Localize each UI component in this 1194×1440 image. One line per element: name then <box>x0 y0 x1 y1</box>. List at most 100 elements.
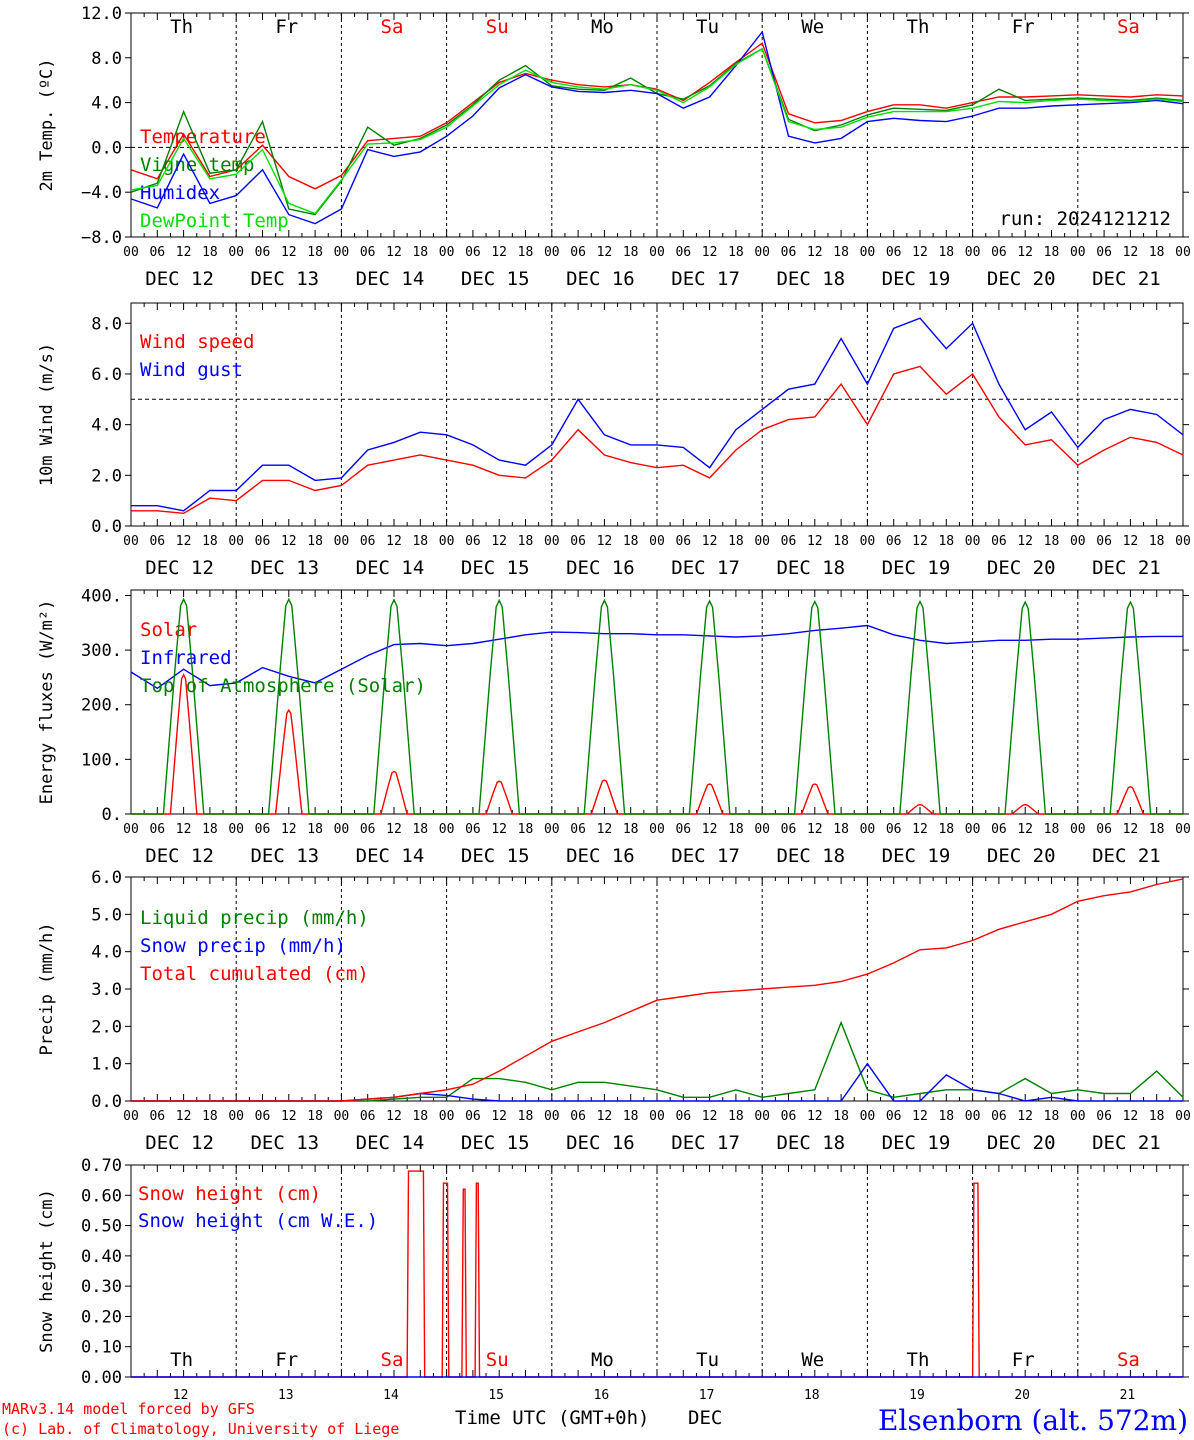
y-axis-label: Energy fluxes (W/m²) <box>37 600 57 805</box>
x-hour-label: 18 <box>833 1109 849 1124</box>
x-hour-label: 12 <box>807 822 823 837</box>
y-axis-label: Precip (mm/h) <box>37 922 57 1055</box>
x-hour-label: 18 <box>1044 534 1060 549</box>
day-name-label: Sa <box>1117 1349 1140 1371</box>
legend-entry: Vigne temp <box>140 154 254 176</box>
x-hour-label: 06 <box>991 245 1007 260</box>
series-line-wind-gust <box>131 317 1184 512</box>
x-hour-label: 00 <box>334 822 350 837</box>
x-day-number: 13 <box>278 1388 294 1403</box>
x-day-number: 15 <box>488 1388 504 1403</box>
day-name-label: Mo <box>591 1349 614 1371</box>
x-hour-label: 12 <box>176 822 192 837</box>
x-hour-label: 18 <box>1149 534 1165 549</box>
x-date-label: DEC 14 <box>356 845 425 867</box>
y-tick-label: 2.0 <box>91 1017 122 1037</box>
x-hour-label: 12 <box>597 245 613 260</box>
x-hour-label: 00 <box>123 534 139 549</box>
y-tick-label: 2.0 <box>91 466 122 486</box>
x-hour-label: 18 <box>1149 822 1165 837</box>
panels: −8.0 −4.0 0.0 4.0 8.0 12.0 2m Temp. (ºC) 00 06 12… <box>37 4 1191 1403</box>
x-date-label: DEC 20 <box>987 268 1056 290</box>
x-date-label: DEC 12 <box>145 845 214 867</box>
x-hour-label: 18 <box>728 822 744 837</box>
x-date-label: DEC 14 <box>356 557 425 579</box>
x-hour-label: 00 <box>860 822 876 837</box>
x-hour-label: 06 <box>465 245 481 260</box>
x-hour-label: 18 <box>833 245 849 260</box>
x-date-label: DEC 17 <box>671 268 740 290</box>
x-hour-label: 18 <box>938 534 954 549</box>
x-hour-label: 06 <box>675 534 691 549</box>
x-hour-label: 06 <box>465 1109 481 1124</box>
x-hour-label: 06 <box>1096 822 1112 837</box>
x-date-label: DEC 13 <box>250 1132 319 1154</box>
x-hour-label: 00 <box>860 1109 876 1124</box>
x-hour-label: 00 <box>439 534 455 549</box>
x-hour-label: 12 <box>1123 1109 1139 1124</box>
panel-wind: 0.0 2.0 4.0 6.0 8.0 10m Wind (m/s) 00 06 12 18 00 0… <box>37 302 1191 579</box>
x-day-number: 19 <box>909 1388 925 1403</box>
x-day-number: 20 <box>1014 1388 1030 1403</box>
x-hour-label: 06 <box>991 822 1007 837</box>
day-name-label: Th <box>170 1349 193 1371</box>
x-hour-label: 18 <box>202 822 218 837</box>
y-tick-label: 0.30 <box>81 1277 122 1297</box>
x-hour-label: 18 <box>1044 1109 1060 1124</box>
x-date-label: DEC 17 <box>671 557 740 579</box>
x-hour-label: 00 <box>439 245 455 260</box>
x-hour-label: 18 <box>412 822 428 837</box>
y-tick-label: 6.0 <box>91 365 122 385</box>
x-hour-label: 00 <box>649 1109 665 1124</box>
x-hour-label: 06 <box>1096 1109 1112 1124</box>
x-hour-label: 00 <box>965 534 981 549</box>
x-hour-label: 12 <box>1123 245 1139 260</box>
day-name-label: Th <box>170 16 193 38</box>
x-hour-label: 12 <box>702 822 718 837</box>
x-hour-label: 06 <box>149 822 165 837</box>
x-hour-label: 06 <box>781 822 797 837</box>
x-hour-label: 00 <box>228 534 244 549</box>
plot-frame <box>130 302 1184 527</box>
x-hour-label: 12 <box>597 1109 613 1124</box>
x-hour-label: 06 <box>360 822 376 837</box>
legend-entry: Top of Atmosphere (Solar) <box>140 675 426 697</box>
x-hour-label: 00 <box>754 245 770 260</box>
series-line-total-cumulated-cm- <box>131 878 1184 1102</box>
x-date-label: DEC 19 <box>882 557 951 579</box>
x-hour-label: 06 <box>465 534 481 549</box>
x-day-number: 14 <box>383 1388 399 1403</box>
x-hour-label: 12 <box>1123 534 1139 549</box>
x-hour-label: 00 <box>1070 1109 1086 1124</box>
day-name-label: Fr <box>275 1349 298 1371</box>
x-hour-label: 00 <box>123 822 139 837</box>
legend-entry: Snow height (cm) <box>138 1183 321 1205</box>
y-axis-label: Snow height (cm) <box>37 1189 57 1353</box>
x-hour-label: 06 <box>675 822 691 837</box>
x-date-label: DEC 18 <box>776 557 845 579</box>
x-hour-label: 00 <box>965 1109 981 1124</box>
x-date-label: DEC 16 <box>566 1132 635 1154</box>
x-hour-label: 00 <box>965 822 981 837</box>
x-date-label: DEC 18 <box>776 268 845 290</box>
x-hour-label: 06 <box>255 822 271 837</box>
x-hour-label: 06 <box>886 822 902 837</box>
x-date-label: DEC 20 <box>987 845 1056 867</box>
legend-entry: Wind gust <box>140 359 243 381</box>
x-hour-label: 06 <box>886 1109 902 1124</box>
x-day-number: 18 <box>804 1388 820 1403</box>
x-hour-label: 18 <box>307 1109 323 1124</box>
legend-entry: Total cumulated (cm) <box>140 963 369 985</box>
x-hour-label: 00 <box>860 534 876 549</box>
x-hour-label: 00 <box>754 1109 770 1124</box>
x-hour-label: 06 <box>570 822 586 837</box>
x-hour-label: 18 <box>938 245 954 260</box>
x-hour-label: 18 <box>728 534 744 549</box>
y-tick-label: 4.0 <box>91 416 122 436</box>
x-hour-label: 06 <box>360 1109 376 1124</box>
x-hour-label: 12 <box>491 822 507 837</box>
x-hour-label: 06 <box>675 1109 691 1124</box>
panel-snow: 0.00 0.10 0.20 0.30 0.40 0.50 0.60 0.70 Snow hei… <box>37 1156 1189 1403</box>
x-day-number: 16 <box>594 1388 610 1403</box>
day-name-label: Su <box>486 1349 509 1371</box>
